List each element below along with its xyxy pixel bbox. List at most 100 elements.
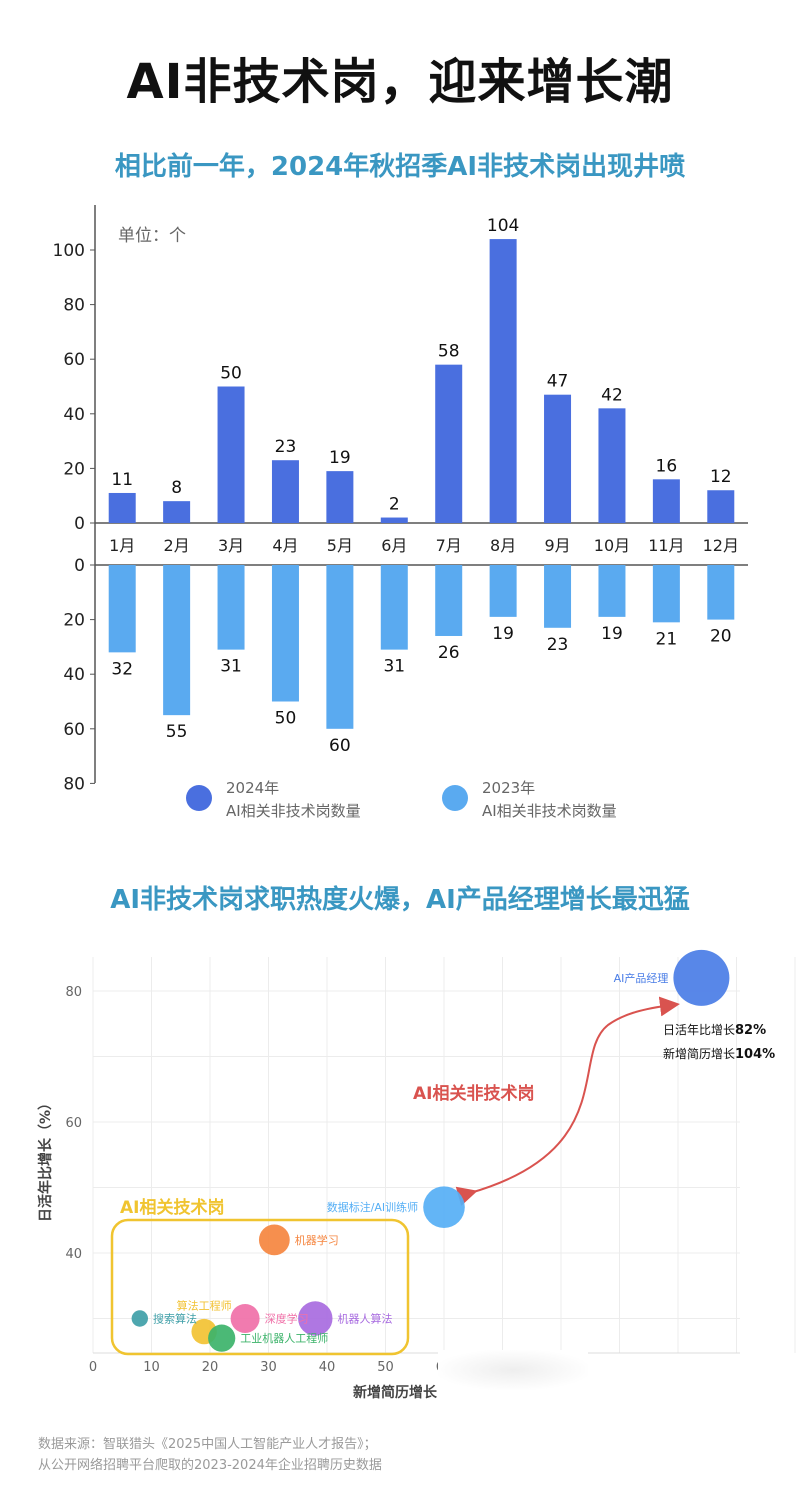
category-label: 1月 [109, 536, 135, 555]
source-line-1: 数据来源：智联猎头《2025中国人工智能产业人才报告》； [38, 1437, 377, 1452]
bar-2023 [326, 565, 354, 729]
bubble-label: 工业机器人工程师 [240, 1331, 328, 1345]
bar-2024-value: 11 [111, 470, 133, 490]
y-tick-label: 20 [63, 611, 85, 631]
bubble [673, 949, 730, 1006]
bubble [208, 1324, 236, 1352]
y-tick-label: 80 [63, 774, 85, 794]
bar-2023-value: 32 [111, 659, 133, 679]
x-axis-label: 新增简历增长 [353, 1384, 438, 1401]
bubble-label: 数据标注/AI训练师 [327, 1200, 418, 1214]
bar-2024 [163, 501, 191, 523]
bar-2024 [435, 364, 463, 523]
y-tick-label: 100 [53, 241, 85, 261]
legend-2023: 2023年 AI相关非技术岗数量 [442, 779, 617, 820]
y-tick-label: 40 [63, 665, 85, 685]
bar-2023 [489, 565, 517, 617]
y-tick-label: 40 [65, 1247, 82, 1262]
x-tick-label: 40 [319, 1360, 336, 1375]
category-label: 4月 [272, 536, 298, 555]
source-line-2: 从公开网络招聘平台爬取的2023-2024年企业招聘历史数据 [38, 1458, 382, 1473]
bar-2024-value: 2 [389, 495, 400, 515]
bar-2023-value: 21 [656, 629, 678, 649]
bar-2023-value: 26 [438, 643, 460, 663]
y-tick-label: 60 [65, 1116, 82, 1131]
legend-2023-marker [442, 785, 468, 811]
tech-jobs-box [110, 1218, 410, 1356]
bar-2023-value: 23 [547, 635, 569, 655]
bar-2023 [380, 565, 408, 650]
bar-2024-value: 19 [329, 448, 351, 468]
bubble-label: 机器学习 [295, 1233, 339, 1247]
bubble [131, 1310, 148, 1327]
bar-2023 [271, 565, 299, 702]
bar-2023 [108, 565, 136, 653]
bar-2023 [707, 565, 735, 620]
bar-2024 [598, 408, 626, 523]
x-tick-label: 0 [89, 1360, 97, 1375]
resume-growth-label: 新增简历增长 [663, 1046, 735, 1061]
x-tick-label: 30 [260, 1360, 277, 1375]
legend-2024-marker [186, 785, 212, 811]
y-tick-label: 80 [65, 985, 82, 1000]
bar-2023-value: 19 [492, 624, 514, 644]
legend-2024-desc: AI相关非技术岗数量 [226, 802, 361, 820]
y-tick-label: 80 [63, 296, 85, 316]
tech-jobs-label: AI相关技术岗 [120, 1197, 224, 1218]
category-label: 3月 [218, 536, 244, 555]
bubble-label: AI产品经理 [614, 971, 669, 985]
y-axis-label: 日活年比增长（%） [37, 1096, 54, 1222]
x-tick-label: 10 [143, 1360, 160, 1375]
dau-growth-value: 82% [735, 1023, 766, 1038]
dau-growth-text: 日活年比增长82% [663, 1023, 766, 1038]
bar-2024-value: 42 [601, 385, 623, 405]
bar-2024-value: 12 [710, 467, 732, 487]
source-blur [430, 1430, 590, 1480]
bubble-label: 搜索算法 [153, 1312, 197, 1326]
category-label: 7月 [436, 536, 462, 555]
x-tick-label: 50 [377, 1360, 394, 1375]
page-title: AI非技术岗，迎来增长潮 [126, 54, 674, 110]
bar-2023-value: 31 [220, 657, 242, 677]
bubble-label: 算法工程师 [177, 1299, 232, 1313]
bar-2023 [544, 565, 572, 628]
y-tick-label: 60 [63, 720, 85, 740]
legend-2024: 2024年 AI相关非技术岗数量 [186, 779, 361, 820]
source-note: 数据来源：智联猎头《2025中国人工智能产业人才报告》； 从公开网络招聘平台爬取… [38, 1434, 598, 1476]
x-tick-label: 20 [202, 1360, 219, 1375]
y-tick-label: 40 [63, 405, 85, 425]
bubble [298, 1301, 333, 1336]
bubble [258, 1224, 290, 1256]
bar-2024 [271, 460, 299, 523]
bar-2024 [489, 239, 517, 523]
bar-2024 [707, 490, 735, 523]
bar-2023 [652, 565, 680, 623]
bar-2023 [598, 565, 626, 617]
y-tick-label: 0 [74, 556, 85, 576]
bar-2024-value: 47 [547, 372, 569, 392]
bar-2023 [163, 565, 191, 716]
legend-2023-year: 2023年 [482, 779, 535, 797]
bar-2024-value: 16 [656, 456, 678, 476]
category-label: 5月 [327, 536, 353, 555]
resume-growth-text: 新增简历增长104% [663, 1046, 775, 1062]
category-label: 9月 [544, 536, 570, 555]
bar-2023-value: 55 [166, 722, 188, 742]
y-tick-label: 60 [63, 350, 85, 370]
legend-2023-desc: AI相关非技术岗数量 [482, 802, 617, 820]
category-label: 2月 [164, 536, 190, 555]
bar-2023-value: 19 [601, 624, 623, 644]
bubble [230, 1304, 260, 1333]
bar-2024 [217, 386, 245, 523]
bar-2024 [380, 517, 408, 523]
ai-pm-stats: 日活年比增长82% 新增简历增长104% [663, 1023, 775, 1062]
y-tick-label: 20 [63, 459, 85, 479]
bar-2024 [108, 492, 136, 523]
bubble-label: 机器人算法 [338, 1312, 393, 1326]
bar-2024 [652, 479, 680, 523]
y-tick-label: 0 [74, 514, 85, 534]
bar-chart: 单位：个 0 20 40 60 80 100 0 20 40 60 80 11 8 50 23 19 2 58… [53, 205, 748, 820]
bar-2023-value: 31 [383, 657, 405, 677]
growth-arrow [455, 996, 680, 1206]
